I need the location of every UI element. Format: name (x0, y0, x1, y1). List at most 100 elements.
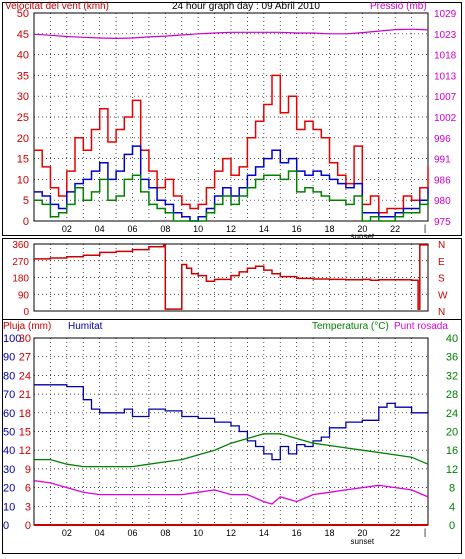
temperature-y-tick-label: 24 (446, 408, 458, 420)
wind-pressure-chart: 0510152025303540455097598098699199610021… (17, 8, 457, 241)
series-Pressió (33, 28, 429, 40)
direction-y-tick-label: 90 (18, 290, 30, 301)
humidity-y-tick-label: 30 (3, 464, 15, 476)
temperature-y-tick-label: 40 (446, 333, 458, 345)
wind-x-tick-label: 12 (226, 224, 236, 234)
humidity-y-tick-label: 40 (3, 445, 15, 457)
rain-x-tick-label: 14 (259, 528, 269, 538)
wind-y-tick-label: 15 (17, 154, 29, 166)
humidity-y-tick-label: 50 (3, 427, 15, 439)
series-gust (34, 74, 429, 214)
rain-x-tick-label: 10 (193, 528, 203, 538)
rain-y-tick-label: 6 (25, 483, 31, 495)
humidity-y-tick-label: 60 (3, 408, 15, 420)
direction-compass-label: E (438, 257, 445, 268)
humidity-y-tick-label: 100 (3, 333, 21, 345)
humidity-y-tick-label: 20 (3, 483, 15, 495)
rain-x-tick-label: 16 (292, 528, 302, 538)
rain-x-tick-label: 18 (324, 528, 334, 538)
rain-end-of-day-tick: | (424, 527, 426, 537)
wind-x-tick-label: 02 (62, 224, 72, 234)
pressure-y-tick-label: 986 (434, 175, 451, 186)
dew-point-axis-label: Punt rosada (394, 321, 448, 332)
wind-y-tick-label: 5 (23, 195, 29, 207)
wind-y-tick-label: 45 (17, 29, 29, 41)
direction-compass-label: S (438, 274, 445, 285)
wind-y-tick-label: 50 (17, 8, 29, 20)
humidity-y-tick-label: 70 (3, 389, 15, 401)
temperature-y-tick-label: 16 (446, 445, 458, 457)
temperature-y-tick-label: 32 (446, 370, 458, 382)
series-avg (34, 145, 429, 222)
temperature-y-tick-label: 12 (446, 464, 458, 476)
humidity-y-tick-label: 90 (3, 352, 15, 364)
wind-y-tick-label: 40 (17, 50, 29, 62)
rain-x-tick-label: 08 (160, 528, 170, 538)
humidity-y-tick-label: 0 (3, 520, 9, 532)
rain-y-tick-label: 9 (25, 464, 31, 476)
humidity-y-tick-label: 10 (3, 501, 15, 513)
rain-y-tick-label: 30 (19, 333, 31, 345)
rain-x-tick-label: 02 (62, 528, 72, 538)
wind-x-tick-label: 16 (292, 224, 302, 234)
wind-x-tick-label: 14 (259, 224, 269, 234)
rain-x-tick-label: 06 (127, 528, 137, 538)
direction-compass-label: N (438, 240, 445, 251)
rain-sunset-marker-label: sunset (351, 537, 375, 546)
pressure-y-tick-label: 1002 (434, 113, 457, 124)
wind-y-tick-label: 20 (17, 133, 29, 145)
temperature-y-tick-label: 4 (449, 501, 455, 513)
wind-y-tick-label: 0 (23, 216, 29, 228)
direction-y-tick-label: 0 (23, 307, 29, 318)
direction-y-tick-label: 360 (12, 240, 29, 251)
rain-x-tick-label: 04 (95, 528, 105, 538)
pressure-y-tick-label: 1029 (434, 9, 457, 20)
temperature-y-tick-label: 28 (446, 389, 458, 401)
pressure-y-tick-label: 980 (434, 196, 451, 207)
wind-speed-axis-label: Velocitat del vent (kmh) (5, 1, 109, 12)
direction-y-tick-label: 180 (12, 274, 29, 285)
graph-title: 24 hour graph day : 09 Abril 2010 (172, 1, 320, 12)
temperature-axis-label: Temperatura (°C) (312, 321, 389, 332)
rain-axis-label: Pluja (mm) (3, 321, 52, 332)
direction-compass-label: N (438, 307, 445, 318)
rain-y-tick-label: 15 (19, 427, 31, 439)
pressure-y-tick-label: 975 (434, 217, 451, 228)
temperature-y-tick-label: 36 (446, 352, 458, 364)
wind-y-tick-label: 10 (17, 174, 29, 186)
wind-x-tick-label: 18 (324, 224, 334, 234)
humidity-axis-label: Humitat (68, 321, 103, 332)
rain-y-tick-label: 3 (25, 501, 31, 513)
end-of-day-tick: | (424, 223, 426, 233)
series-humitat (34, 384, 429, 461)
humidity-y-tick-label: 80 (3, 370, 15, 382)
pressure-y-tick-label: 1007 (434, 92, 457, 103)
direction-y-tick-label: 270 (12, 257, 29, 268)
pressure-y-tick-label: 996 (434, 134, 451, 145)
wind-x-tick-label: 04 (95, 224, 105, 234)
wind-x-tick-label: 06 (127, 224, 137, 234)
series-direction (34, 244, 429, 310)
rain-y-tick-label: 12 (19, 445, 31, 457)
wind-x-tick-label: 20 (357, 224, 367, 234)
wind-x-tick-label: 10 (193, 224, 203, 234)
pressure-y-tick-label: 1013 (434, 71, 457, 82)
wind-x-tick-label: 22 (390, 224, 400, 234)
wind-y-tick-label: 35 (17, 70, 29, 82)
direction-compass-label: W (438, 290, 448, 301)
rain-y-tick-label: 24 (19, 370, 31, 382)
sunset-marker-label: sunset (351, 232, 375, 241)
rain-y-tick-label: 18 (19, 408, 31, 420)
wind-y-tick-label: 30 (17, 91, 29, 103)
pressure-y-tick-label: 1023 (434, 30, 457, 41)
rain-x-tick-label: 12 (226, 528, 236, 538)
pressure-y-tick-label: 991 (434, 155, 451, 166)
pressure-axis-label: Pressió (mb) (370, 1, 427, 12)
rain-y-tick-label: 0 (25, 520, 31, 532)
wind-y-tick-label: 25 (17, 112, 29, 124)
rain-x-tick-label: 22 (390, 528, 400, 538)
temperature-y-tick-label: 0 (449, 520, 455, 532)
